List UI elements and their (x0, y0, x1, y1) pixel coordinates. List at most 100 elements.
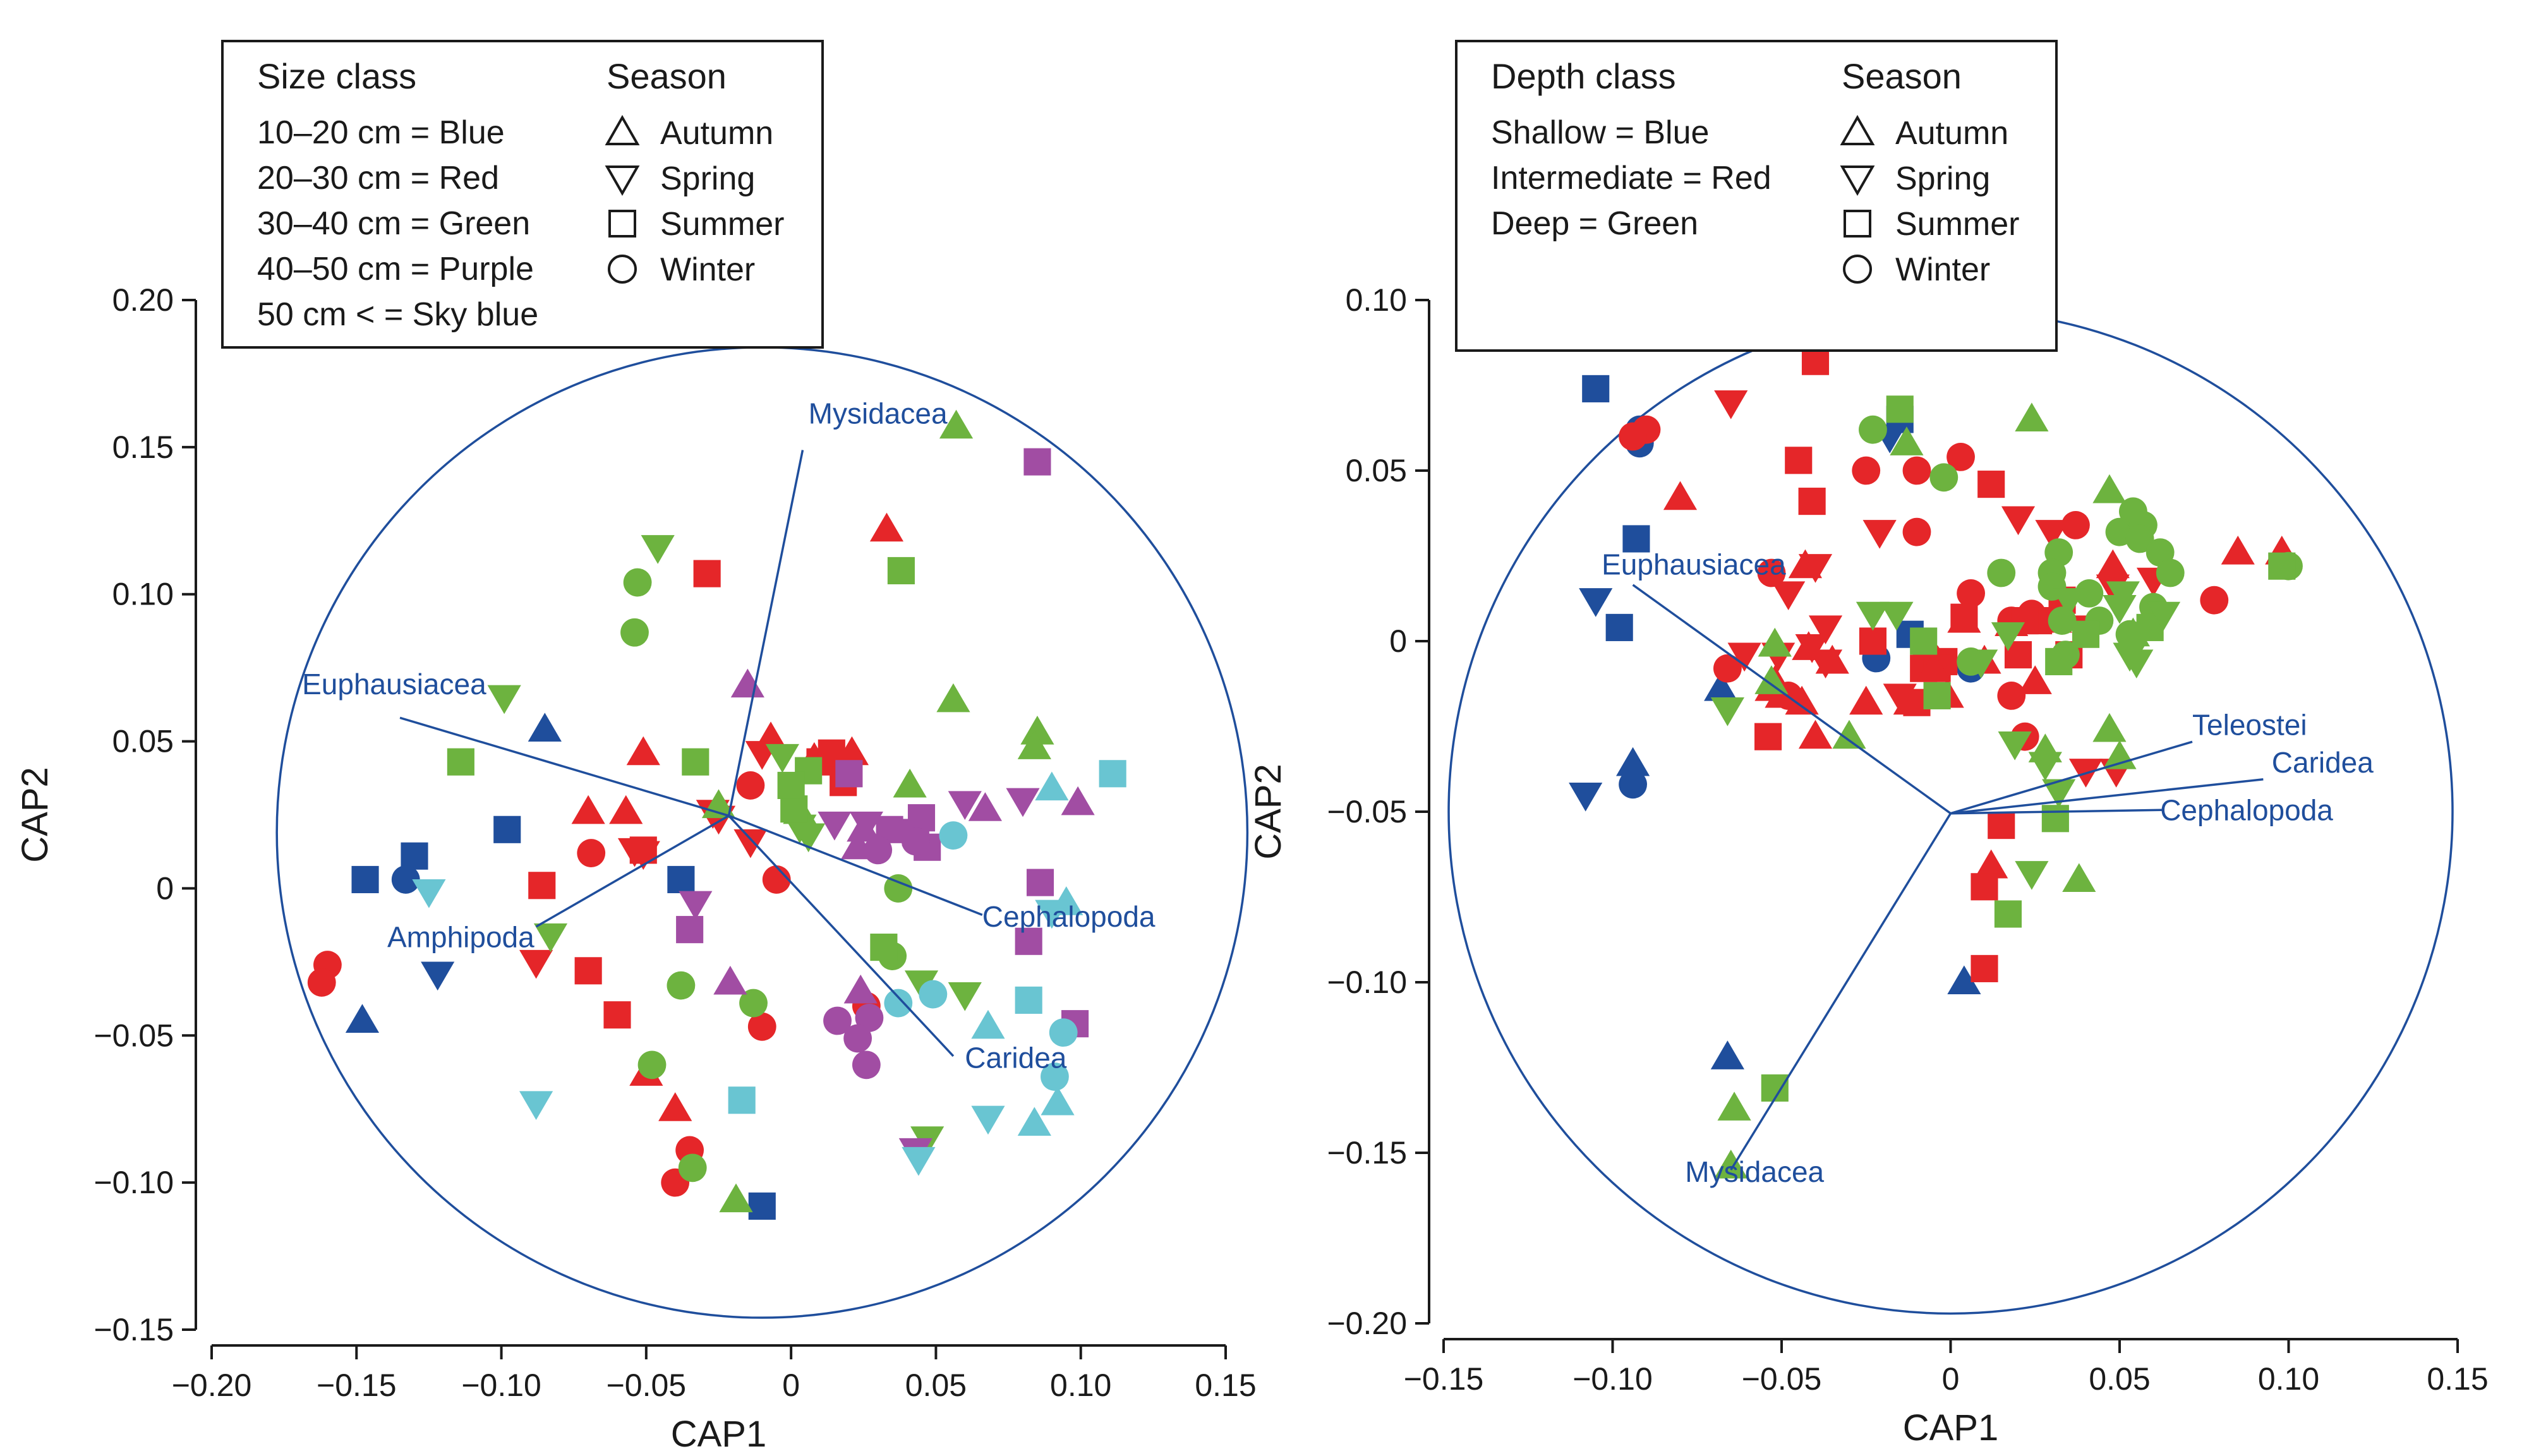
data-point (719, 1183, 753, 1213)
vector-label: Mysidacea (809, 397, 948, 430)
vector-line (399, 716, 730, 817)
data-point (902, 1146, 936, 1176)
vector-label: Caridea (2272, 746, 2374, 779)
legend: Depth class Shallow = Blue Intermediate = … (1455, 40, 2058, 352)
data-point (2075, 579, 2104, 608)
x-tick-label: −0.05 (607, 1368, 687, 1403)
vectors: Euphausiacea Mysidacea Teleostei Caridea Cep… (1602, 548, 2374, 1188)
y-axis-title: CAP2 (15, 767, 56, 863)
data-point (391, 865, 420, 894)
y-tick-label: −0.15 (1327, 1135, 1407, 1170)
data-point (1015, 927, 1042, 955)
data-point (1880, 601, 1914, 631)
data-point (626, 736, 660, 766)
data-points (307, 409, 1126, 1220)
x-axis-title: CAP1 (1903, 1407, 1999, 1448)
data-point (2015, 402, 2049, 432)
data-point (1808, 649, 1843, 678)
data-point (728, 1086, 756, 1114)
legend-season-item: Summer (660, 206, 784, 243)
data-point (1757, 558, 1786, 587)
data-point (1862, 520, 1897, 549)
legend-season-title: Season (1842, 56, 1962, 96)
data-point (904, 970, 939, 1000)
y-tick-label: −0.10 (94, 1165, 174, 1200)
data-point (936, 683, 970, 713)
data-point (637, 1050, 667, 1080)
data-point (1710, 697, 1744, 726)
data-point (971, 1009, 1005, 1039)
legend-season-item: Winter (660, 251, 755, 288)
data-point (1026, 869, 1054, 896)
data-point (2062, 863, 2096, 893)
data-point (1808, 615, 1843, 644)
data-point (447, 748, 474, 776)
data-point (765, 743, 799, 773)
vector-label: Cephalopoda (982, 900, 1156, 933)
data-point (603, 1001, 631, 1029)
data-point (748, 1192, 776, 1220)
data-point (519, 1091, 553, 1120)
data-point (678, 1153, 707, 1182)
x-tick-label: 0.10 (1050, 1368, 1111, 1403)
data-point (667, 865, 695, 894)
data-point (1041, 1086, 1075, 1116)
vector-line (727, 450, 804, 816)
data-point (736, 771, 765, 800)
vector-label: Euphausiacea (1602, 548, 1786, 581)
data-point (676, 916, 704, 944)
data-point (2103, 740, 2137, 769)
x-tick-label: −0.10 (461, 1368, 541, 1403)
data-point (2035, 520, 2069, 549)
data-point (1569, 782, 1603, 812)
data-point (1754, 665, 1789, 694)
legend-triangle-down-marker (605, 165, 640, 196)
data-point (1049, 1018, 1078, 1047)
data-point (2116, 617, 2150, 647)
data-point (1998, 731, 2032, 761)
legend-season-item: Spring (660, 160, 755, 197)
x-tick-label: 0.05 (905, 1368, 967, 1403)
data-point (1832, 719, 1866, 749)
data-point (747, 1012, 776, 1041)
x-tick-label: −0.15 (1404, 1361, 1484, 1397)
data-point (641, 535, 675, 564)
data-point (1977, 471, 2005, 498)
data-point (1923, 682, 1951, 709)
data-point (1971, 873, 1998, 901)
data-point (1579, 588, 1613, 617)
x-tick-label: −0.20 (172, 1368, 252, 1403)
legend-box (1455, 40, 2058, 352)
data-point (1023, 448, 1051, 476)
data-point (1619, 422, 1648, 451)
x-axis-title: CAP1 (671, 1414, 767, 1453)
y-tick-label: −0.10 (1327, 965, 1407, 1000)
data-point (730, 668, 764, 698)
x-tick-label: −0.15 (317, 1368, 397, 1403)
data-points (1569, 347, 2303, 1179)
data-point (1798, 488, 1826, 515)
x-tick-label: 0.15 (2427, 1361, 2488, 1397)
data-point (893, 768, 927, 798)
x-tick-label: 0.05 (2089, 1361, 2150, 1397)
data-point (870, 934, 898, 961)
data-point (609, 795, 643, 824)
data-point (939, 409, 974, 439)
data-point (948, 791, 982, 820)
data-point (739, 989, 768, 1018)
legend-box (221, 40, 824, 349)
data-point (2061, 511, 2090, 539)
legend-season-item: Autumn (1895, 115, 2008, 152)
data-point (835, 760, 863, 788)
data-point (2042, 779, 2076, 809)
data-point (1957, 579, 1986, 608)
data-point (713, 965, 747, 995)
data-point (855, 1003, 884, 1032)
vector-label: Euphausiacea (302, 668, 486, 701)
data-point (2028, 752, 2062, 781)
legend-circle-marker (608, 255, 637, 284)
axes: −0.20 −0.15 −0.10 −0.05 0 0.05 0.10 0.15 −0.15 −0… (15, 282, 1257, 1455)
data-point (1035, 771, 1069, 801)
data-point (1785, 447, 1813, 474)
legend-group-title: Size class (257, 56, 416, 96)
